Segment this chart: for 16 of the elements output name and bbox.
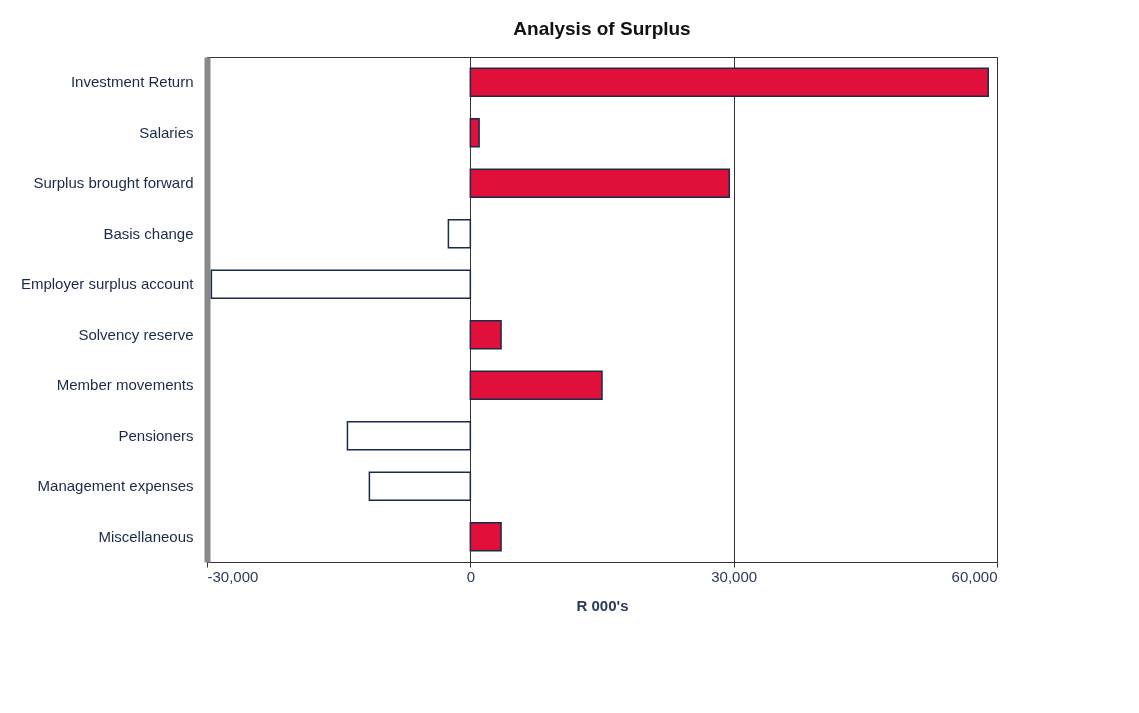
chart-title: Analysis of Surplus (513, 18, 691, 39)
y-tick-label: Employer surplus account (20, 275, 195, 293)
y-tick-label: Management expenses (37, 477, 194, 495)
x-tick-label: 0 (466, 567, 476, 585)
x-tick-label: 60,000 (951, 567, 998, 585)
x-tick-label: 30,000 (711, 567, 758, 585)
y-tick-label: Member movements (56, 376, 194, 394)
x-tick-label: -30,000 (207, 567, 259, 585)
x-axis-title: R 000's (576, 596, 629, 614)
y-tick-label: Basis change (103, 224, 194, 242)
y-tick-label: Investment Return (70, 73, 194, 91)
y-tick-label: Salaries (139, 123, 194, 141)
y-tick-label: Pensioners (118, 426, 194, 444)
y-tick-label: Surplus brought forward (33, 174, 194, 192)
y-tick-label: Miscellaneous (98, 527, 194, 545)
y-tick-label: Solvency reserve (78, 325, 194, 343)
